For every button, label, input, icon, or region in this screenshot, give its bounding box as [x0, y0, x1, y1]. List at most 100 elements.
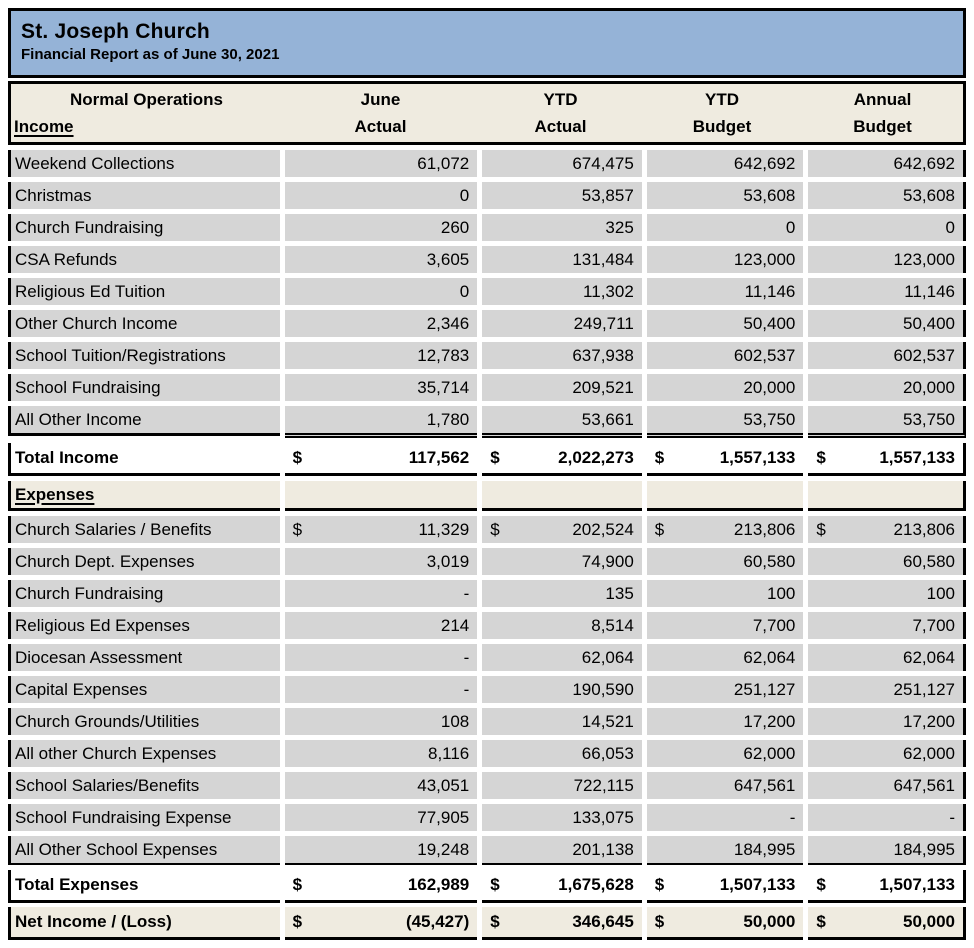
table-row: Diocesan Assessment - 62,064 62,064 62,064	[8, 644, 966, 671]
row-label: Weekend Collections	[8, 150, 280, 177]
value-cell: 184,995	[646, 836, 804, 865]
cell-value: 53,608	[902, 186, 955, 205]
currency-symbol: $	[816, 875, 826, 894]
cell-value: 50,400	[743, 314, 796, 333]
table-row: Church Salaries / Benefits $11,329 $202,52…	[8, 516, 966, 543]
cell-value: 61,072	[417, 154, 470, 173]
cell-value: 1,557,133	[719, 448, 796, 467]
value-cell: 53,750	[808, 406, 966, 438]
cell-value: 190,590	[572, 680, 634, 699]
table-body: Weekend Collections 61,072 674,475 642,692 6…	[8, 150, 966, 940]
expenses-section-row: Expenses	[8, 481, 966, 511]
cell-value: 260	[440, 218, 470, 237]
value-cell: 77,905	[284, 804, 478, 831]
cell-value: 7,700	[912, 616, 955, 635]
empty-cell	[646, 481, 804, 511]
value-cell: 108	[284, 708, 478, 735]
value-cell: 11,146	[808, 278, 966, 305]
value-cell: 66,053	[482, 740, 642, 767]
value-cell: $ 1,507,133	[646, 870, 804, 903]
value-cell: 2,346	[284, 310, 478, 337]
value-cell: 53,608	[646, 182, 804, 209]
cell-value: 62,064	[902, 648, 955, 667]
row-label: All Other School Expenses	[8, 836, 280, 865]
value-cell: 0	[646, 214, 804, 241]
value-cell: -	[808, 804, 966, 831]
col-subheader-ytd-actual: Actual	[534, 117, 587, 136]
cell-value: 637,938	[572, 346, 634, 365]
cell-value: 1,557,133	[879, 448, 955, 467]
value-cell: 11,302	[482, 278, 642, 305]
cell-value: 8,514	[591, 616, 634, 635]
cell-value: 209,521	[572, 378, 634, 397]
income-section-header: Income	[14, 117, 74, 136]
value-cell: 62,064	[808, 644, 966, 671]
table-row: Religious Ed Expenses 214 8,514 7,700 7,700	[8, 612, 966, 639]
value-cell: 62,064	[482, 644, 642, 671]
col-subheader-annual-budget: Budget	[853, 117, 912, 136]
cell-value: 53,750	[743, 410, 796, 429]
value-cell: 209,521	[482, 374, 642, 401]
row-label: Church Fundraising	[8, 214, 280, 241]
cell-value: 17,200	[743, 712, 796, 731]
row-label: School Salaries/Benefits	[8, 772, 280, 799]
col-header-june: June	[360, 90, 401, 109]
cell-value: 60,580	[902, 552, 955, 571]
empty-cell	[482, 481, 642, 511]
expenses-section-label: Expenses	[15, 485, 95, 504]
value-cell: 7,700	[646, 612, 804, 639]
column-header: Normal Operations June YTD YTD Annual In…	[8, 81, 966, 145]
value-cell: 62,000	[646, 740, 804, 767]
income-rows: Weekend Collections 61,072 674,475 642,692 6…	[8, 150, 966, 438]
currency-symbol: $	[816, 520, 826, 539]
row-label: School Tuition/Registrations	[8, 342, 280, 369]
value-cell: $ 1,557,133	[646, 443, 804, 476]
cell-value: 184,995	[733, 840, 796, 859]
cell-value: 325	[605, 218, 634, 237]
cell-value: 62,000	[743, 744, 796, 763]
value-cell: 50,400	[808, 310, 966, 337]
cell-value: 62,064	[581, 648, 634, 667]
currency-symbol: $	[816, 912, 826, 931]
cell-value: 50,000	[743, 912, 796, 931]
value-cell: 1,780	[284, 406, 478, 438]
table-row: School Fundraising 35,714 209,521 20,000 20,…	[8, 374, 966, 401]
table-row: Church Fundraising 260 325 0 0	[8, 214, 966, 241]
row-label: Net Income / (Loss)	[8, 907, 280, 940]
value-cell: 249,711	[482, 310, 642, 337]
table-row: Religious Ed Tuition 0 11,302 11,146 11,146	[8, 278, 966, 305]
value-cell: $ 117,562	[284, 443, 478, 476]
value-cell: 12,783	[284, 342, 478, 369]
cell-value: 202,524	[572, 520, 634, 539]
cell-value: 53,608	[743, 186, 796, 205]
currency-symbol: $	[490, 912, 500, 931]
row-label: Total Expenses	[8, 870, 280, 903]
currency-symbol: $	[490, 875, 500, 894]
cell-value: (45,427)	[405, 912, 470, 931]
table-row: School Fundraising Expense 77,905 133,075 -…	[8, 804, 966, 831]
currency-symbol: $	[654, 912, 665, 931]
value-cell: $ 162,989	[284, 870, 478, 903]
cell-value: 60,580	[743, 552, 796, 571]
col-header-annual: Annual	[853, 90, 912, 109]
cell-value: 0	[459, 186, 470, 205]
cell-value: 20,000	[902, 378, 955, 397]
cell-value: 74,900	[581, 552, 634, 571]
cell-value: 50,000	[902, 912, 955, 931]
value-cell: $ 1,675,628	[482, 870, 642, 903]
row-label: Church Dept. Expenses	[8, 548, 280, 575]
value-cell: 0	[284, 278, 478, 305]
table-row: Other Church Income 2,346 249,711 50,400 50,…	[8, 310, 966, 337]
table-row: Church Grounds/Utilities 108 14,521 17,200 1…	[8, 708, 966, 735]
table-row: School Salaries/Benefits 43,051 722,115 647…	[8, 772, 966, 799]
cell-value: 3,605	[426, 250, 470, 269]
row-label: All other Church Expenses	[8, 740, 280, 767]
row-label: Church Grounds/Utilities	[8, 708, 280, 735]
cell-value: 251,127	[893, 680, 955, 699]
table-row: All Other School Expenses 19,248 201,138 18…	[8, 836, 966, 865]
value-cell: -	[284, 644, 478, 671]
value-cell: 123,000	[808, 246, 966, 273]
table-row: Capital Expenses - 190,590 251,127 251,127	[8, 676, 966, 703]
value-cell: $ 2,022,273	[482, 443, 642, 476]
